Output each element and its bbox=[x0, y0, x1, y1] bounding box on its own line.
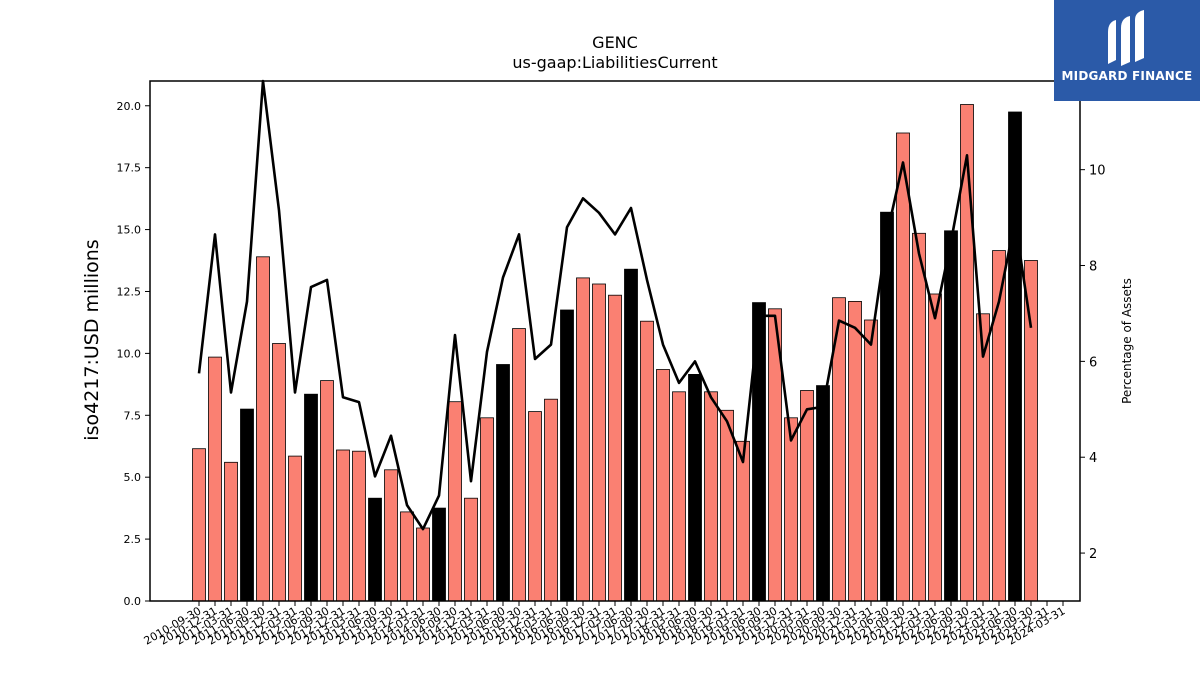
midgard-finance-logo: MIDGARD FINANCE bbox=[1054, 0, 1200, 101]
bar-2022-06-30 bbox=[944, 230, 958, 602]
bar-2018-12-31 bbox=[720, 409, 734, 602]
y-tick-label: 0.0 bbox=[124, 595, 142, 608]
bar-2016-06-30 bbox=[560, 309, 574, 602]
bar-2013-09-30 bbox=[384, 469, 398, 602]
bar-2020-06-30 bbox=[816, 385, 830, 602]
y-tick-label: 7.5 bbox=[124, 409, 142, 422]
bar-2020-03-31 bbox=[800, 390, 814, 602]
bar-2018-09-30 bbox=[704, 391, 718, 602]
bar-2019-12-31 bbox=[784, 417, 798, 602]
bar-2011-03-31 bbox=[224, 461, 238, 602]
bar-2012-09-30 bbox=[320, 380, 334, 602]
bar-2017-12-31 bbox=[656, 369, 670, 602]
y2-tick-label: 8 bbox=[1089, 260, 1097, 275]
bar-2022-03-31 bbox=[928, 293, 942, 602]
bar-2013-03-31 bbox=[352, 450, 366, 602]
bar-2023-06-30 bbox=[1008, 111, 1022, 602]
y-tick-label: 2.5 bbox=[124, 533, 142, 546]
bar-2014-03-31 bbox=[416, 527, 430, 602]
bar-2015-09-30 bbox=[512, 328, 526, 602]
bar-2020-12-31 bbox=[848, 300, 862, 602]
y-tick-label: 15.0 bbox=[117, 224, 142, 237]
y-tick-label: 12.5 bbox=[117, 285, 142, 298]
bar-2015-06-30 bbox=[496, 364, 510, 602]
y2-tick-label: 4 bbox=[1089, 451, 1097, 466]
bar-2018-06-30 bbox=[688, 373, 702, 602]
midgard-logo-icon bbox=[1108, 10, 1144, 66]
bar-2013-06-30 bbox=[368, 497, 382, 602]
chart-title: GENC bbox=[592, 33, 638, 52]
bar-2017-09-30 bbox=[640, 320, 654, 602]
bar-2016-12-31 bbox=[592, 283, 606, 602]
bar-2014-06-30 bbox=[432, 507, 446, 602]
chart-subtitle: us-gaap:LiabilitiesCurrent bbox=[512, 53, 717, 72]
bar-2011-09-30 bbox=[256, 256, 270, 602]
bar-2021-09-30 bbox=[896, 132, 910, 602]
y-axis-label: iso4217:USD millions bbox=[81, 239, 103, 440]
bar-2010-09-30 bbox=[192, 448, 206, 602]
logo-text: MIDGARD FINANCE bbox=[1061, 69, 1193, 83]
bar-2011-12-31 bbox=[272, 343, 286, 602]
bar-2019-03-31 bbox=[736, 440, 750, 602]
bar-2013-12-31 bbox=[400, 511, 414, 602]
y-tick-label: 20.0 bbox=[117, 100, 142, 113]
bar-2012-12-31 bbox=[336, 449, 350, 602]
y2-tick-label: 6 bbox=[1089, 355, 1097, 370]
bar-2018-03-31 bbox=[672, 391, 686, 602]
bar-2015-12-31 bbox=[528, 411, 542, 602]
y2-tick-label: 10 bbox=[1089, 164, 1106, 179]
y2-axis-label: Percentage of Assets bbox=[1120, 278, 1134, 404]
bar-2021-12-31 bbox=[912, 232, 926, 602]
bar-2021-03-31 bbox=[864, 319, 878, 602]
bar-2012-06-30 bbox=[304, 393, 318, 602]
bar-2014-12-31 bbox=[464, 497, 478, 602]
bar-2011-06-30 bbox=[240, 408, 254, 602]
bar-2017-06-30 bbox=[624, 268, 638, 602]
percentage-line bbox=[197, 79, 1033, 531]
y-tick-label: 5.0 bbox=[124, 471, 142, 484]
bar-2014-09-30 bbox=[448, 401, 462, 602]
bar-2016-09-30 bbox=[576, 277, 590, 602]
y-tick-label: 10.0 bbox=[117, 347, 142, 360]
bar-2023-09-30 bbox=[1024, 260, 1038, 602]
y2-tick-label: 2 bbox=[1089, 547, 1097, 562]
bar-2012-03-31 bbox=[288, 455, 302, 602]
bar-2016-03-31 bbox=[544, 398, 558, 602]
bar-2010-12-31 bbox=[208, 356, 222, 602]
bar-2015-03-31 bbox=[480, 417, 494, 602]
y-tick-label: 17.5 bbox=[117, 162, 142, 175]
bar-2017-03-31 bbox=[608, 294, 622, 602]
